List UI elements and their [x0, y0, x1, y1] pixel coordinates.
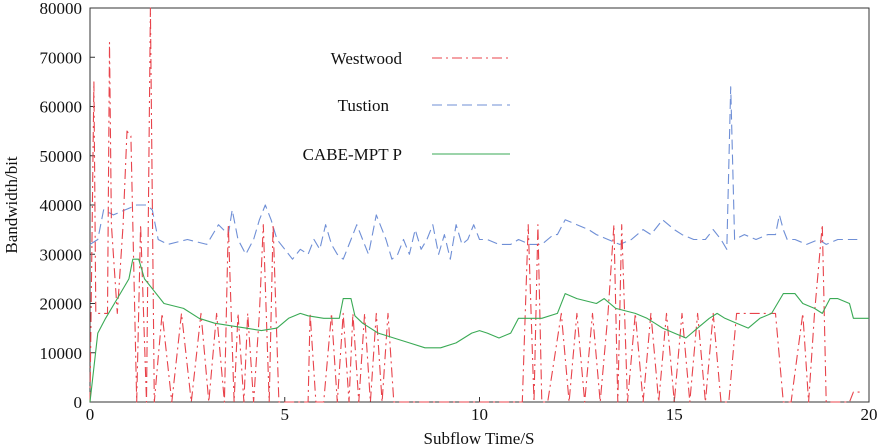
- x-tick-label: 10: [471, 405, 488, 424]
- y-tick-label: 70000: [40, 48, 83, 67]
- legend-label-cabe-mpt-p: CABE-MPT P: [303, 145, 402, 164]
- x-tick-label: 5: [281, 405, 290, 424]
- axis-ticks: 0 5 10 15 20 0 10000 20000 30000 40000 50000 60000 7…: [40, 0, 878, 424]
- y-axis-title: Bandwidth/bit: [2, 156, 21, 254]
- y-tick-label: 60000: [40, 98, 83, 117]
- x-tick-label: 20: [861, 405, 878, 424]
- y-tick-label: 80000: [40, 0, 83, 18]
- series-line-cabe-mpt-p: [89, 258, 869, 403]
- y-tick-label: 40000: [40, 196, 83, 215]
- y-tick-label: 30000: [40, 245, 83, 264]
- x-tick-label: 15: [666, 405, 683, 424]
- x-tick-label: 0: [86, 405, 95, 424]
- y-tick-label: 50000: [40, 147, 83, 166]
- y-tick-label: 10000: [40, 344, 83, 363]
- x-axis-title: Subflow Time/S: [423, 429, 534, 447]
- y-tick-label: 20000: [40, 295, 83, 314]
- plot-frame: [89, 7, 870, 403]
- series-layer: [89, 7, 869, 403]
- series-line-westwood: [89, 7, 862, 403]
- legend-label-westwood: Westwood: [331, 49, 403, 68]
- legend: Westwood Tustion CABE-MPT P: [303, 49, 510, 164]
- y-tick-label: 0: [74, 393, 83, 412]
- legend-label-tustion: Tustion: [338, 96, 390, 115]
- series-line-tustion: [89, 86, 858, 260]
